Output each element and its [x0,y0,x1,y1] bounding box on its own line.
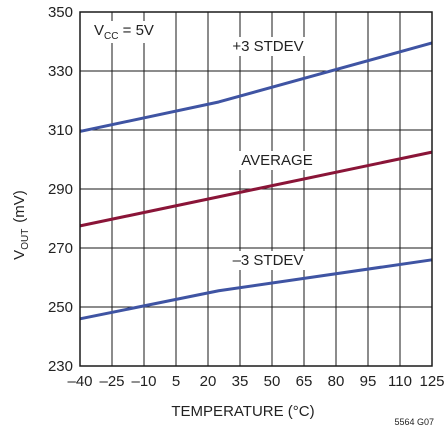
y-tick-label: 310 [48,122,73,139]
series-label-2: –3 STDEV [229,251,307,270]
series-label-0: +3 STDEV [229,37,307,56]
series-label-1: AVERAGE [238,151,316,170]
x-tick-label: 50 [264,373,281,390]
x-tick-label: 125 [419,373,444,390]
plot-border [79,11,433,367]
x-tick-label: –40 [67,373,92,390]
svg-text:–3 STDEV: –3 STDEV [233,252,304,269]
x-tick-label: 35 [232,373,249,390]
x-tick-label: 80 [328,373,345,390]
series-lines [79,41,433,321]
condition-label-background [91,21,157,43]
svg-text:+3 STDEV: +3 STDEV [232,38,303,55]
y-tick-label: 230 [48,358,73,375]
x-axis-title: TEMPERATURE (°C) [171,403,314,420]
y-tick-labels: 230 250 270 290 310 330 350 [48,4,73,375]
y-tick-label: 330 [48,63,73,80]
y-tick-label: 270 [48,240,73,257]
series-line-0 [79,41,433,133]
x-tick-label: 20 [200,373,217,390]
x-tick-labels: –40 –25 –10 5 20 35 50 65 80 95 110 125 [67,373,444,390]
x-tick-label: 5 [172,373,180,390]
figure-code: 5564 G07 [394,417,434,427]
series-line-1 [79,150,433,228]
x-tick-label: –25 [99,373,124,390]
y-tick-label: 250 [48,299,73,316]
svg-text:AVERAGE: AVERAGE [241,152,312,169]
x-tick-label: –10 [131,373,156,390]
series-labels: +3 STDEV AVERAGE –3 STDEV [229,37,316,270]
y-tick-label: 350 [48,4,73,21]
x-tick-label: 95 [360,373,377,390]
x-tick-label: 110 [388,373,412,390]
condition-label: VCC = 5V [94,22,154,42]
y-axis-title: VOUT(mV) [11,190,31,260]
plot-frame [79,11,433,367]
series-line-2 [79,258,433,321]
y-tick-label: 290 [48,181,73,198]
x-tick-label: 65 [296,373,313,390]
